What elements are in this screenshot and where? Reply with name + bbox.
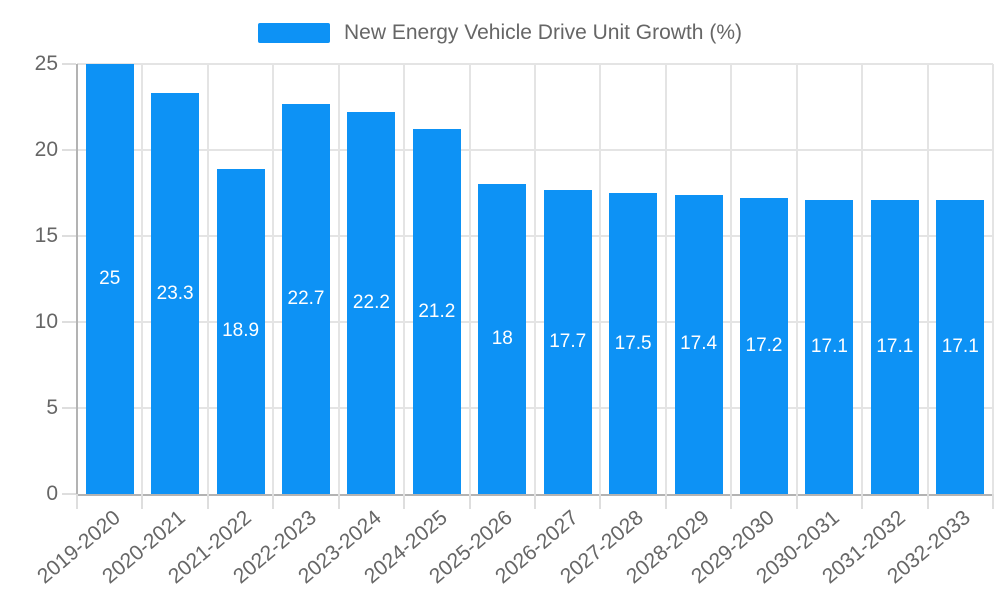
x-axis-tick — [403, 494, 406, 509]
bar[interactable]: 17.5 — [609, 193, 658, 494]
y-axis-tick — [62, 149, 76, 151]
y-axis-label: 0 — [46, 482, 58, 505]
gridline-vertical — [468, 64, 471, 494]
y-axis-tick — [62, 235, 76, 237]
x-axis-tick — [664, 494, 667, 509]
y-axis-label: 5 — [46, 396, 58, 419]
gridline-vertical — [861, 64, 864, 494]
bar-value-label: 22.7 — [287, 287, 325, 309]
bar-value-label: 18.9 — [222, 320, 260, 342]
legend[interactable]: New Energy Vehicle Drive Unit Growth (%) — [0, 16, 1000, 50]
gridline-vertical — [403, 64, 406, 494]
bar[interactable]: 17.2 — [740, 198, 788, 494]
y-axis-tick — [62, 63, 76, 65]
y-axis-tick — [62, 407, 76, 409]
x-axis-tick — [795, 494, 798, 509]
bar-value-label: 18 — [491, 328, 513, 350]
bar-value-label: 21.2 — [418, 300, 456, 322]
gridline-vertical — [926, 64, 929, 494]
bar[interactable]: 21.2 — [412, 129, 461, 494]
legend-label: New Energy Vehicle Drive Unit Growth (%) — [344, 21, 742, 44]
y-axis-label: 15 — [34, 224, 58, 247]
y-axis-label: 20 — [34, 138, 58, 161]
bar[interactable]: 22.2 — [347, 112, 396, 494]
bar-value-label: 17.1 — [810, 335, 848, 357]
gridline-vertical — [664, 64, 667, 494]
bar-value-label: 22.2 — [352, 292, 390, 314]
bar-value-label: 17.5 — [614, 332, 652, 354]
bar[interactable]: 17.1 — [936, 199, 985, 494]
x-axis-tick — [272, 494, 275, 509]
x-axis-tick — [992, 494, 994, 509]
x-axis-tick — [730, 494, 733, 509]
y-axis-tick — [62, 321, 76, 323]
bar-value-label: 23.3 — [156, 282, 194, 304]
x-axis-tick — [206, 494, 209, 509]
bar[interactable]: 17.1 — [805, 199, 854, 494]
x-axis-tick — [468, 494, 471, 509]
gridline-vertical — [599, 64, 602, 494]
bar-value-label: 17.1 — [876, 335, 914, 357]
legend-color-swatch — [258, 23, 331, 43]
x-axis-tick — [926, 494, 929, 509]
gridline-vertical — [795, 64, 798, 494]
bar[interactable]: 25 — [85, 64, 134, 494]
bar-value-label: 25 — [99, 268, 121, 289]
gridline-vertical — [534, 64, 536, 494]
bar[interactable]: 17.1 — [870, 199, 919, 494]
bar-value-label: 17.1 — [941, 335, 979, 357]
x-axis-tick — [141, 494, 144, 509]
bar[interactable]: 18 — [478, 184, 527, 494]
bar-value-label: 17.2 — [745, 335, 783, 357]
bar[interactable]: 17.7 — [543, 189, 592, 494]
gridline-vertical — [141, 64, 144, 494]
bar[interactable]: 17.4 — [674, 194, 723, 494]
x-axis-tick — [76, 494, 78, 509]
bar[interactable]: 23.3 — [151, 93, 200, 494]
bar[interactable]: 22.7 — [282, 103, 330, 494]
gridline-vertical — [206, 64, 209, 494]
x-axis-tick — [337, 494, 340, 509]
bar[interactable]: 18.9 — [216, 168, 265, 494]
y-axis-label: 25 — [34, 52, 58, 75]
y-axis-label: 10 — [34, 310, 58, 333]
plot-area: 25 23.3 18.9 22.7 22.2 21.2 18 17.7 17.5 17.4 17.2… — [62, 63, 994, 509]
x-axis-tick — [861, 494, 864, 509]
x-axis-tick — [599, 494, 602, 509]
gridline-vertical — [992, 64, 994, 494]
x-axis-tick — [534, 494, 536, 509]
bar-value-label: 17.7 — [549, 330, 587, 352]
gridline-vertical — [337, 64, 340, 494]
gridline-vertical — [272, 64, 275, 494]
y-axis-line — [76, 64, 78, 494]
y-axis-tick — [62, 493, 76, 495]
gridline-vertical — [730, 64, 733, 494]
bar-value-label: 17.4 — [680, 333, 718, 355]
